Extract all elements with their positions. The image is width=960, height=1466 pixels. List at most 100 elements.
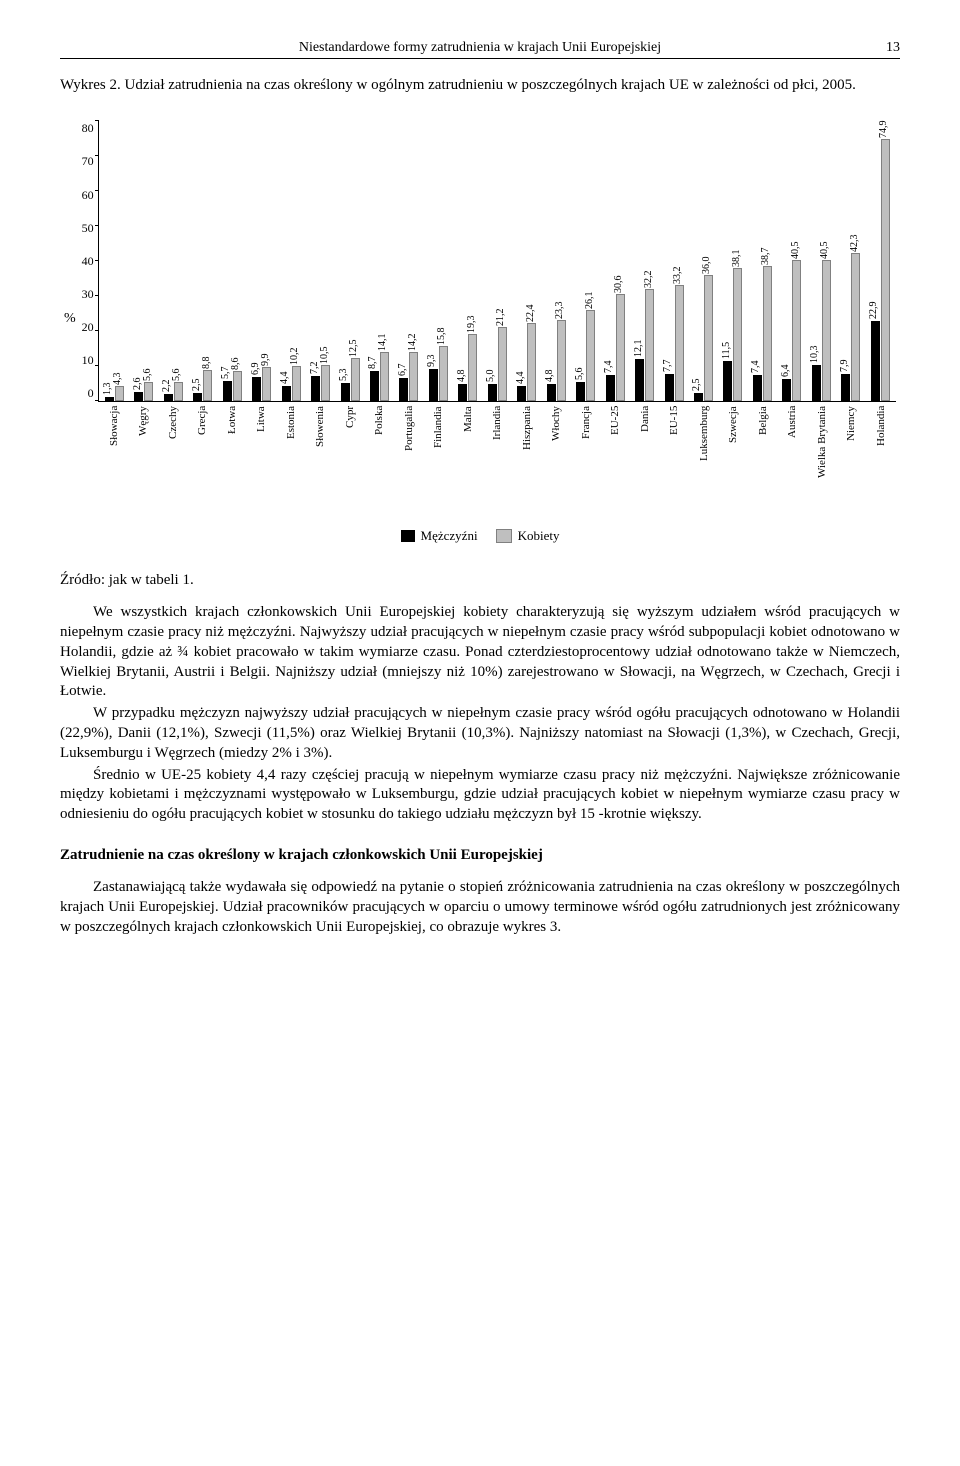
bar-group: 5,626,1: [572, 310, 599, 401]
bar-k: 22,4: [527, 323, 536, 401]
category-label: Węgry: [129, 406, 157, 516]
bar-group: 4,410,2: [277, 366, 304, 402]
bar-value-m: 5,0: [485, 369, 496, 382]
category-label: Luksemburg: [690, 406, 718, 516]
category-label: Austria: [778, 406, 806, 516]
bar-value-m: 7,2: [309, 362, 320, 375]
bar-group: 4,422,4: [513, 323, 540, 401]
chart-container: % 80706050403020100 1,34,32,65,62,25,62,…: [60, 113, 900, 552]
bar-value-m: 7,4: [603, 361, 614, 374]
bar-value-m: 22,9: [868, 302, 879, 320]
bar-value-m: 2,5: [191, 378, 202, 391]
bar-group: 10,340,5: [808, 260, 835, 402]
bar-value-m: 4,8: [544, 370, 555, 383]
body-para-1: We wszystkich krajach członkowskich Unii…: [60, 603, 900, 702]
bar-group: 12,132,2: [631, 289, 658, 402]
bar-value-m: 12,1: [633, 339, 644, 357]
bar-group: 5,021,2: [484, 327, 511, 401]
bar-value-k: 40,5: [790, 241, 801, 259]
bar-value-k: 22,4: [525, 304, 536, 322]
bar-value-k: 36,0: [701, 257, 712, 275]
bar-value-m: 10,3: [809, 346, 820, 364]
bar-k: 5,6: [144, 382, 153, 402]
bar-m: 2,5: [193, 393, 202, 402]
category-label: Litwa: [247, 406, 275, 516]
bar-k: 36,0: [704, 275, 713, 401]
bar-value-k: 12,5: [348, 339, 359, 357]
bar-value-k: 21,2: [495, 309, 506, 327]
bar-value-k: 26,1: [584, 291, 595, 309]
bar-group: 6,99,9: [248, 367, 275, 402]
y-tick: 10: [82, 353, 94, 368]
bar-group: 2,536,0: [690, 275, 717, 401]
category-label: Dania: [631, 406, 659, 516]
bar-value-m: 5,6: [574, 367, 585, 380]
bar-value-m: 6,9: [250, 363, 261, 376]
legend-item-k: Kobiety: [496, 528, 560, 544]
category-label: Słowenia: [306, 406, 334, 516]
category-label: Francja: [572, 406, 600, 516]
category-label: Finlandia: [424, 406, 452, 516]
bar-m: 10,3: [812, 365, 821, 401]
bar-k: 21,2: [498, 327, 507, 401]
legend-item-m: Mężczyźni: [401, 528, 478, 544]
category-label: EU-15: [660, 406, 688, 516]
bar-m: 1,3: [105, 397, 114, 402]
bar-group: 9,315,8: [425, 346, 452, 401]
bar-group: 4,823,3: [542, 320, 569, 402]
section-subhead: Zatrudnienie na czas określony w krajach…: [60, 847, 900, 864]
y-axis: 80706050403020100: [82, 121, 98, 401]
bar-value-k: 8,8: [201, 357, 212, 370]
bar-m: 7,9: [841, 374, 850, 402]
bar-value-m: 7,4: [750, 361, 761, 374]
category-labels: SłowacjaWęgryCzechyGrecjaŁotwaLitwaEston…: [98, 402, 896, 516]
bar-value-m: 5,3: [338, 368, 349, 381]
bar-value-m: 7,9: [839, 359, 850, 372]
category-label: Czechy: [159, 406, 187, 516]
bar-value-k: 32,2: [643, 270, 654, 288]
bar-m: 2,6: [134, 392, 143, 401]
bar-k: 8,6: [233, 371, 242, 401]
bar-group: 2,25,6: [160, 382, 187, 402]
bar-m: 11,5: [723, 361, 732, 401]
bar-k: 4,3: [115, 386, 124, 401]
bar-value-k: 33,2: [672, 267, 683, 285]
bar-m: 4,4: [517, 386, 526, 401]
y-tick: 50: [82, 221, 94, 236]
y-tick: 40: [82, 254, 94, 269]
legend-label-m: Mężczyźni: [421, 528, 478, 544]
bar-value-k: 10,5: [319, 346, 330, 364]
bar-value-k: 38,1: [731, 249, 742, 267]
bar-value-k: 9,9: [260, 353, 271, 366]
bar-m: 6,9: [252, 377, 261, 401]
bar-value-m: 7,7: [662, 360, 673, 373]
bar-value-m: 11,5: [721, 342, 732, 359]
legend-swatch-k: [496, 529, 512, 543]
y-tick: 30: [82, 287, 94, 302]
bar-value-k: 5,6: [142, 368, 153, 381]
bar-value-m: 4,4: [515, 371, 526, 384]
bar-value-k: 5,6: [171, 368, 182, 381]
bar-m: 5,7: [223, 381, 232, 401]
bar-value-m: 9,3: [426, 354, 437, 367]
bar-k: 14,1: [380, 352, 389, 401]
bar-m: 4,4: [282, 386, 291, 401]
category-label: Wielka Brytania: [808, 406, 836, 516]
bar-m: 2,5: [694, 393, 703, 402]
category-label: Łotwa: [218, 406, 246, 516]
y-tick: 70: [82, 154, 94, 169]
bar-value-k: 14,1: [377, 333, 388, 351]
category-label: Irlandia: [483, 406, 511, 516]
bar-value-k: 23,3: [554, 301, 565, 319]
legend-label-k: Kobiety: [518, 528, 560, 544]
bar-m: 7,4: [753, 375, 762, 401]
bar-m: 8,7: [370, 371, 379, 401]
bar-k: 30,6: [616, 294, 625, 401]
bar-k: 40,5: [822, 260, 831, 402]
bar-value-k: 15,8: [436, 327, 447, 345]
bar-k: 5,6: [174, 382, 183, 402]
bar-k: 10,5: [321, 365, 330, 402]
bar-m: 7,4: [606, 375, 615, 401]
bar-k: 38,1: [733, 268, 742, 401]
category-label: Cypr: [336, 406, 364, 516]
